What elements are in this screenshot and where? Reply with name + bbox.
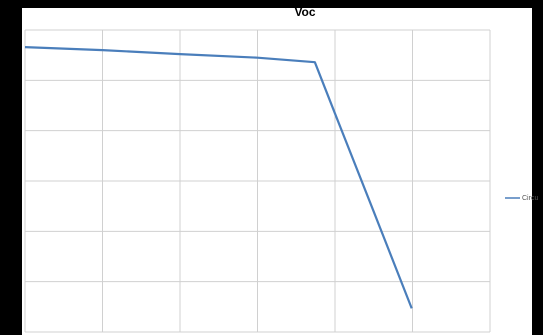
series-line — [24, 46, 413, 309]
chart-title: Voc — [294, 5, 315, 19]
legend-label: Circu — [522, 195, 538, 202]
chart-area — [22, 8, 532, 335]
